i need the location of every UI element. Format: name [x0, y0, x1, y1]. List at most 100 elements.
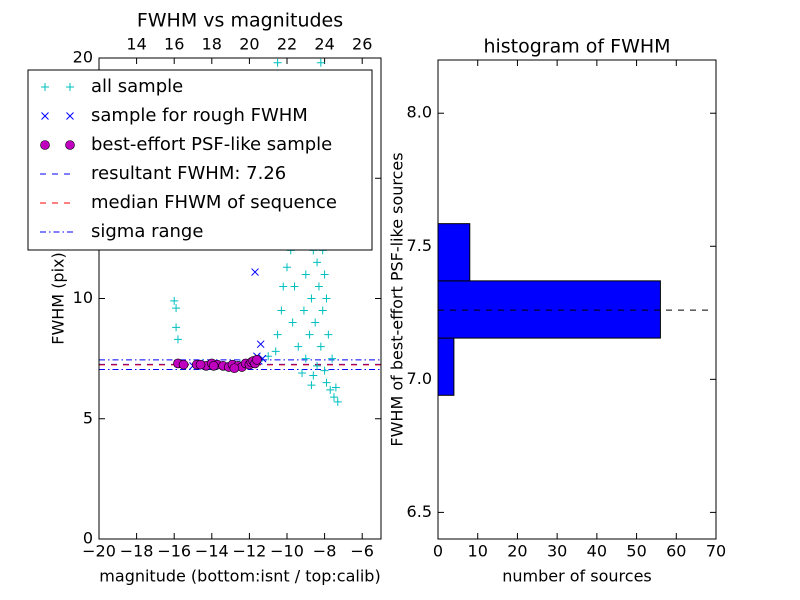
- data-point: [178, 359, 189, 370]
- chart-title: FWHM vs magnitudes: [137, 10, 343, 32]
- x2-tick-label: 26: [352, 35, 372, 54]
- legend-marker: [40, 140, 50, 150]
- data-point: [252, 355, 262, 365]
- legend-label: median FHWM of sequence: [91, 192, 337, 213]
- x-tick-label: −18: [120, 542, 154, 561]
- data-point: [330, 393, 338, 402]
- data-point: [277, 306, 286, 315]
- data-point: [314, 282, 323, 291]
- x-tick-label: 70: [706, 542, 726, 561]
- bar: [437, 280, 661, 339]
- data-point: [311, 318, 320, 327]
- data-point: [273, 330, 282, 339]
- x2-tick-label: 16: [164, 35, 184, 54]
- bar: [437, 337, 455, 396]
- data-point: [172, 323, 181, 332]
- data-point: [301, 354, 310, 363]
- data-point: [256, 340, 265, 349]
- y-tick-label: 8.0: [407, 103, 432, 122]
- x-axis-label: number of sources: [502, 567, 652, 586]
- x-tick-label: −16: [157, 542, 191, 561]
- data-point: [313, 361, 322, 370]
- data-point: [307, 381, 316, 390]
- data-point: [328, 354, 337, 363]
- data-point: [331, 383, 340, 392]
- data-point: [318, 306, 327, 315]
- data-point: [288, 318, 297, 327]
- legend-label: sample for rough FWHM: [91, 105, 308, 126]
- y-tick-label: 20: [73, 48, 93, 67]
- data-point: [173, 335, 182, 344]
- x-tick-label: 40: [587, 542, 607, 561]
- legend-marker: [41, 112, 49, 120]
- x2-tick-label: 20: [239, 35, 259, 54]
- x-tick-label: −12: [233, 542, 267, 561]
- data-point: [229, 363, 240, 374]
- data-point: [313, 258, 322, 267]
- legend-label: all sample: [91, 76, 183, 97]
- x-axis-label: magnitude (bottom:isnt / top:calib): [99, 567, 380, 586]
- bar: [437, 223, 471, 282]
- data-point: [273, 58, 282, 67]
- x2-tick-label: 22: [277, 35, 297, 54]
- x-tick-label: 0: [433, 542, 443, 561]
- data-point: [316, 58, 325, 67]
- data-point: [326, 385, 335, 394]
- y-tick-label: 5: [83, 408, 93, 427]
- x-tick-label: −10: [270, 542, 304, 561]
- data-point: [294, 342, 303, 351]
- x-tick-label: −6: [350, 542, 374, 561]
- data-point: [299, 306, 308, 315]
- data-point: [307, 294, 316, 303]
- data-point: [290, 282, 299, 291]
- data-point: [305, 330, 314, 339]
- legend-label: resultant FWHM: 7.26: [91, 163, 286, 184]
- data-point: [271, 347, 280, 356]
- data-point: [172, 304, 181, 313]
- data-point: [322, 294, 331, 303]
- legend-marker: [66, 83, 74, 91]
- data-point: [309, 371, 318, 380]
- y-tick-label: 10: [73, 288, 93, 307]
- legend-label: sigma range: [91, 221, 203, 242]
- legend: all sample sample for rough FWHM best-effo…: [27, 69, 373, 251]
- x-tick-label: 10: [468, 542, 488, 561]
- data-point: [301, 270, 310, 279]
- x-tick-label: −8: [313, 542, 337, 561]
- legend-marker: [41, 83, 49, 91]
- legend-box: [27, 69, 373, 251]
- legend-marker: [66, 112, 74, 120]
- data-point: [322, 378, 331, 387]
- y-axis-label: FWHM (pix): [49, 252, 68, 345]
- x2-tick-label: 14: [126, 35, 146, 54]
- data-point: [320, 366, 329, 375]
- x-tick-label: 30: [547, 542, 567, 561]
- data-point: [324, 330, 333, 339]
- data-point: [208, 361, 219, 371]
- x-tick-label: 50: [626, 542, 646, 561]
- data-point: [316, 342, 325, 351]
- x-tick-label: 60: [666, 542, 686, 561]
- x-tick-label: 20: [507, 542, 527, 561]
- x-tick-label: −20: [82, 542, 116, 561]
- x2-tick-label: 18: [202, 35, 222, 54]
- x2-tick-label: 24: [314, 35, 334, 54]
- data-point: [320, 270, 329, 279]
- legend-marker: [65, 140, 75, 150]
- data-point: [251, 268, 259, 276]
- plot-frame: [98, 57, 382, 540]
- data-point: [170, 296, 179, 305]
- y-tick-label: 6.5: [407, 502, 432, 521]
- data-point: [283, 263, 291, 272]
- y-axis-label: FWHM of best-effort PSF-like sources: [388, 152, 407, 446]
- legend-label: best-effort PSF-like sample: [91, 134, 332, 155]
- y-tick-label: 7.0: [407, 369, 432, 388]
- data-point: [279, 282, 288, 291]
- data-point: [195, 359, 206, 370]
- data-point: [333, 397, 342, 406]
- x-tick-label: −14: [195, 542, 229, 561]
- chart-title: histogram of FWHM: [483, 36, 670, 58]
- y-tick-label: 0: [83, 529, 93, 548]
- y-tick-label: 7.5: [407, 236, 432, 255]
